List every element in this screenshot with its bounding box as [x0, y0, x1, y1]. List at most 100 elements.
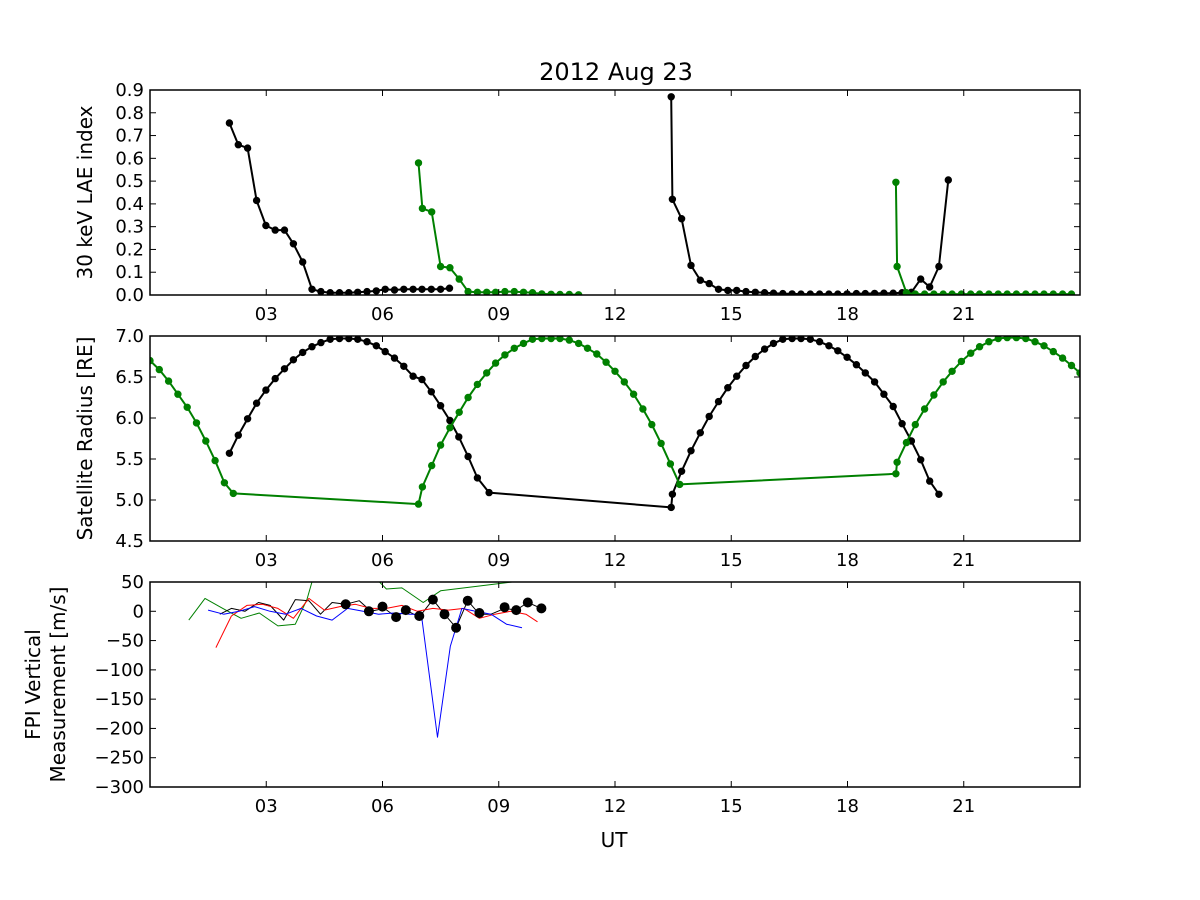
x-tick-label: 09: [487, 304, 510, 325]
data-point: [363, 606, 374, 617]
data-point: [714, 285, 723, 293]
data-point: [262, 386, 270, 394]
y-tick-label: 0.4: [115, 194, 144, 215]
data-point: [528, 336, 537, 343]
y-tick-label: −200: [95, 718, 144, 739]
data-point: [538, 290, 546, 295]
x-tick-label: 21: [952, 796, 975, 817]
data-point: [880, 289, 888, 295]
data-point: [1003, 290, 1011, 295]
y-tick-label: 50: [121, 572, 144, 593]
data-point: [815, 290, 824, 295]
data-point: [760, 345, 769, 353]
data-point: [666, 460, 675, 468]
panel-lae-index: 03 06 09 12 15 18 210.00.10.20.30.40.50.60.70.…: [73, 80, 1081, 325]
data-point: [501, 351, 509, 359]
data-point: [372, 342, 380, 350]
x-tick-label: 03: [255, 304, 278, 325]
y-tick-label: 0: [133, 601, 144, 622]
data-point: [390, 286, 399, 294]
data-point: [861, 289, 869, 295]
data-point: [418, 375, 426, 384]
data-point: [902, 289, 911, 295]
data-point: [436, 285, 445, 293]
data-point: [648, 420, 656, 429]
data-point: [372, 287, 380, 295]
data-point: [317, 287, 325, 295]
data-point: [620, 378, 628, 386]
data-point: [911, 290, 919, 295]
data-point: [930, 290, 938, 295]
data-point: [1058, 290, 1067, 295]
data-point: [861, 369, 869, 377]
data-point: [436, 262, 445, 271]
x-tick-label: 18: [836, 304, 859, 325]
data-point: [779, 289, 787, 295]
data-point: [317, 338, 325, 347]
data-point: [1058, 354, 1067, 362]
y-tick-label: −50: [106, 631, 144, 652]
data-point: [522, 597, 533, 608]
x-tick-label: 18: [836, 550, 859, 571]
data-point: [183, 403, 191, 411]
data-point: [225, 119, 234, 127]
data-point: [911, 420, 919, 429]
data-point: [639, 405, 647, 413]
data-point: [363, 338, 371, 346]
data-point: [994, 290, 1002, 295]
data-point: [262, 221, 270, 230]
x-tick-label: 03: [255, 550, 278, 571]
data-point: [464, 393, 472, 402]
data-point: [409, 285, 417, 293]
data-point: [528, 289, 537, 295]
data-point: [400, 285, 408, 293]
data-point: [705, 412, 713, 421]
y-tick-label: 0.2: [115, 239, 144, 260]
data-point: [229, 489, 238, 498]
data-point: [975, 343, 984, 351]
data-point: [510, 287, 518, 295]
data-point: [1076, 369, 1080, 377]
x-tick-label: 12: [604, 550, 627, 571]
data-point: [889, 289, 897, 295]
data-point: [834, 290, 842, 295]
data-point: [880, 390, 888, 398]
data-point: [797, 336, 805, 343]
data-point: [939, 290, 947, 295]
x-tick-label: 06: [371, 304, 394, 325]
panel-satellite-radius: 03 06 09 12 15 18 21 4.5 5.0 5.5 6.0 6.5 7.0 Satellit…: [73, 326, 1081, 571]
data-point: [852, 289, 861, 295]
data-point: [806, 336, 814, 343]
data-point: [354, 288, 362, 295]
data-point: [455, 275, 463, 283]
data-point: [483, 288, 491, 295]
data-point: [667, 503, 675, 512]
y-axis-label: 30 keV LAE index: [73, 105, 97, 279]
data-point: [893, 262, 901, 271]
data-point: [428, 208, 436, 216]
x-tick-label: 21: [952, 304, 975, 325]
data-point: [427, 594, 438, 605]
data-point: [902, 438, 911, 447]
x-tick-label: 18: [836, 796, 859, 817]
data-point: [381, 347, 389, 356]
data-point: [957, 357, 966, 366]
data-point: [473, 380, 482, 389]
data-point: [985, 290, 993, 295]
x-tick-label: 15: [720, 550, 743, 571]
data-point: [455, 408, 463, 416]
data-point: [1022, 290, 1030, 295]
data-point: [1040, 290, 1048, 295]
data-point: [779, 336, 787, 343]
x-tick-label: 15: [720, 796, 743, 817]
data-point: [335, 336, 344, 343]
data-point: [202, 437, 210, 445]
data-point: [724, 384, 732, 392]
data-point: [299, 348, 307, 357]
data-point: [243, 415, 252, 423]
data-point: [696, 429, 704, 437]
data-point: [220, 479, 229, 487]
y-tick-label: 0.7: [115, 126, 144, 147]
data-point: [436, 441, 445, 449]
data-point: [511, 605, 522, 616]
